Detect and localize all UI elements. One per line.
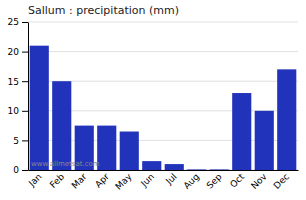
bar bbox=[142, 161, 161, 170]
y-axis: 0 5 10 15 20 25 bbox=[8, 17, 29, 175]
tick: Nov bbox=[249, 171, 269, 191]
tick-label: Sep bbox=[205, 171, 224, 190]
tick: Jan bbox=[26, 172, 44, 190]
tick: 20 bbox=[8, 47, 28, 57]
tick-label: 15 bbox=[8, 77, 19, 87]
tick-label: 5 bbox=[13, 136, 19, 146]
plot: 0 5 10 15 20 25 JanFebMarAprMayJun Jul AugSepOct… bbox=[8, 17, 299, 191]
tick: Oct bbox=[228, 171, 246, 189]
tick: Sep bbox=[205, 171, 224, 190]
bar bbox=[120, 132, 139, 170]
bar bbox=[30, 46, 49, 170]
tick: Apr bbox=[93, 171, 111, 189]
chart: 0 5 10 15 20 25 JanFebMarAprMayJun Jul AugSepOct… bbox=[0, 0, 306, 200]
tick-label: Mar bbox=[70, 171, 89, 190]
tick-label: 25 bbox=[8, 17, 19, 27]
tick-mark bbox=[22, 170, 28, 171]
tick: Aug bbox=[182, 172, 202, 192]
tick-label: 20 bbox=[8, 47, 20, 57]
bars bbox=[30, 46, 297, 170]
tick: 15 bbox=[8, 77, 28, 87]
tick: 10 bbox=[8, 106, 28, 116]
tick-mark bbox=[22, 111, 28, 112]
bar bbox=[52, 81, 71, 170]
bar bbox=[210, 169, 229, 170]
grid-line bbox=[28, 22, 298, 23]
tick-mark bbox=[22, 52, 28, 53]
bar bbox=[165, 164, 184, 170]
tick-mark bbox=[22, 81, 28, 82]
tick-label: Dec bbox=[272, 171, 291, 190]
tick-label: 0 bbox=[13, 165, 19, 175]
tick: May bbox=[113, 171, 134, 192]
tick-label: Jul bbox=[163, 172, 178, 187]
tick: 25 bbox=[8, 17, 28, 27]
tick-label: 10 bbox=[8, 106, 20, 116]
tick: Mar bbox=[70, 171, 89, 190]
bar bbox=[232, 93, 251, 170]
axis-line bbox=[29, 170, 299, 171]
axis-line bbox=[28, 23, 29, 171]
bar bbox=[255, 111, 274, 170]
grid-line bbox=[28, 51, 298, 52]
tick-label: Apr bbox=[93, 171, 111, 189]
tick: Dec bbox=[272, 171, 291, 190]
grid bbox=[28, 22, 298, 170]
tick-label: Jun bbox=[138, 172, 156, 190]
tick-label: Jan bbox=[26, 172, 44, 190]
tick-mark bbox=[22, 140, 28, 141]
tick: Feb bbox=[48, 171, 67, 190]
tick-mark bbox=[22, 22, 28, 23]
title: Sallum : precipitation (mm) bbox=[28, 4, 179, 17]
tick: Jul bbox=[163, 172, 178, 187]
chart-container: 0 5 10 15 20 25 JanFebMarAprMayJun Jul AugSepOct… bbox=[0, 0, 306, 200]
bar bbox=[277, 69, 296, 170]
bar bbox=[97, 126, 116, 170]
annotation: www.allmetsat.com bbox=[31, 160, 100, 168]
tick-label: Aug bbox=[182, 172, 202, 192]
x-axis: JanFebMarAprMayJun Jul AugSepOctNovDec bbox=[26, 171, 298, 192]
tick-label: Feb bbox=[48, 171, 67, 190]
tick-label: Oct bbox=[228, 171, 246, 189]
tick: 0 bbox=[13, 165, 28, 175]
bar bbox=[187, 169, 206, 170]
tick-label: Nov bbox=[249, 171, 269, 191]
tick: 5 bbox=[13, 136, 28, 146]
tick: Jun bbox=[138, 172, 156, 190]
tick-label: May bbox=[113, 171, 134, 192]
